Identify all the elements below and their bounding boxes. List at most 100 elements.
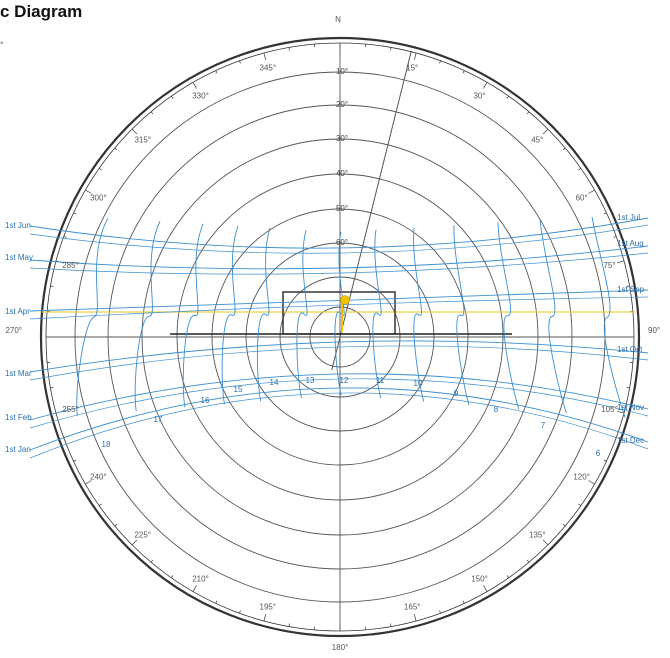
degree-tick <box>462 600 465 604</box>
hour-curve <box>591 216 626 418</box>
degree-tick <box>603 212 607 215</box>
compass-east: 90° <box>648 326 660 335</box>
degree-tick <box>63 236 67 238</box>
degree-tick <box>588 480 595 485</box>
azimuth-label: 255° <box>62 405 79 414</box>
degree-tick <box>73 212 77 215</box>
degree-tick <box>73 459 77 462</box>
azimuth-label: 75° <box>603 261 615 270</box>
degree-tick <box>114 523 118 527</box>
azimuth-label: 195° <box>260 602 277 611</box>
degree-tick <box>578 503 582 506</box>
hour-label: 7 <box>541 421 546 430</box>
degree-tick <box>626 387 630 389</box>
hour-label: 10 <box>414 379 423 388</box>
degree-tick <box>390 623 392 627</box>
degree-tick <box>588 189 595 194</box>
date-label-right: 1st Nov <box>617 403 644 412</box>
azimuth-label: 15° <box>406 64 418 73</box>
altitude-label: 50° <box>336 204 348 213</box>
degree-tick <box>390 47 392 51</box>
date-label-left: 1st Apr <box>5 307 30 316</box>
degree-tick <box>562 147 566 151</box>
date-label-right: 1st Oct <box>617 345 643 354</box>
sun-marker <box>340 295 350 305</box>
degree-tick <box>413 52 417 60</box>
degree-tick <box>131 128 138 135</box>
date-label-right: 1st Aug <box>617 239 644 248</box>
degree-tick <box>578 168 582 171</box>
hour-label: 9 <box>454 389 459 398</box>
degree-tick <box>439 610 441 614</box>
degree-tick <box>288 623 290 627</box>
hour-curve <box>453 225 470 406</box>
date-arc <box>29 224 649 254</box>
degree-tick <box>526 559 530 563</box>
azimuth-label: 105° <box>601 405 618 414</box>
altitude-label: 60° <box>336 238 348 247</box>
degree-tick <box>263 614 267 622</box>
hour-curve <box>182 223 204 408</box>
degree-tick <box>506 95 509 99</box>
altitude-label: 10° <box>336 67 348 76</box>
hour-label: 12 <box>340 376 349 385</box>
degree-tick <box>50 285 54 287</box>
compass-west: 270° <box>5 326 22 335</box>
degree-tick <box>192 82 197 89</box>
date-arc <box>29 392 649 459</box>
date-label-left: 1st Jun <box>5 221 31 230</box>
degree-tick <box>542 128 549 135</box>
altitude-label: 20° <box>336 100 348 109</box>
degree-tick <box>462 70 465 74</box>
degree-tick <box>114 147 118 151</box>
degree-tick <box>542 539 549 546</box>
hour-label: 11 <box>376 376 385 385</box>
date-label-left: 1st May <box>5 253 33 262</box>
date-label-left: 1st Feb <box>5 413 32 422</box>
degree-tick <box>613 236 617 238</box>
degree-tick <box>562 523 566 527</box>
degree-tick <box>98 503 102 506</box>
degree-tick <box>483 585 488 592</box>
hour-label: 15 <box>234 385 243 394</box>
diagram-title: c Diagram <box>0 2 83 21</box>
degree-tick <box>131 539 138 546</box>
degree-tick <box>171 95 174 99</box>
date-label-right: 1st Dec <box>617 436 644 445</box>
degree-tick <box>617 260 625 264</box>
date-arc <box>29 296 649 320</box>
hour-curve <box>539 219 567 414</box>
diagram-subtitle: ° <box>0 40 4 50</box>
hour-label: 17 <box>154 415 163 424</box>
altitude-label: 40° <box>336 169 348 178</box>
degree-tick <box>215 600 218 604</box>
orientation-line <box>331 50 412 371</box>
window-outline <box>282 291 396 335</box>
hour-curve <box>257 227 271 402</box>
azimuth-label: 330° <box>192 91 209 100</box>
azimuth-label: 135° <box>529 530 546 539</box>
date-label-right: 1st Jul <box>617 213 640 222</box>
degree-tick <box>85 189 92 194</box>
hour-curve <box>296 229 308 399</box>
hour-label: 18 <box>102 440 111 449</box>
azimuth-label: 150° <box>471 575 488 584</box>
hour-label: 13 <box>306 376 315 385</box>
degree-tick <box>192 585 197 592</box>
date-label-left: 1st Jan <box>5 445 31 454</box>
degree-tick <box>50 387 54 389</box>
azimuth-label: 45° <box>531 136 543 145</box>
azimuth-label: 285° <box>62 261 79 270</box>
azimuth-label: 240° <box>90 473 107 482</box>
degree-tick <box>288 47 290 51</box>
degree-tick <box>526 111 530 115</box>
hour-curve <box>413 227 425 402</box>
degree-tick <box>603 459 607 462</box>
degree-tick <box>150 111 154 115</box>
date-arc <box>29 373 649 421</box>
date-arc <box>29 340 649 373</box>
date-label-right: 1st Sep <box>617 285 645 294</box>
outer-ring <box>39 36 641 638</box>
degree-tick <box>617 410 625 414</box>
compass-north: N <box>335 15 341 24</box>
